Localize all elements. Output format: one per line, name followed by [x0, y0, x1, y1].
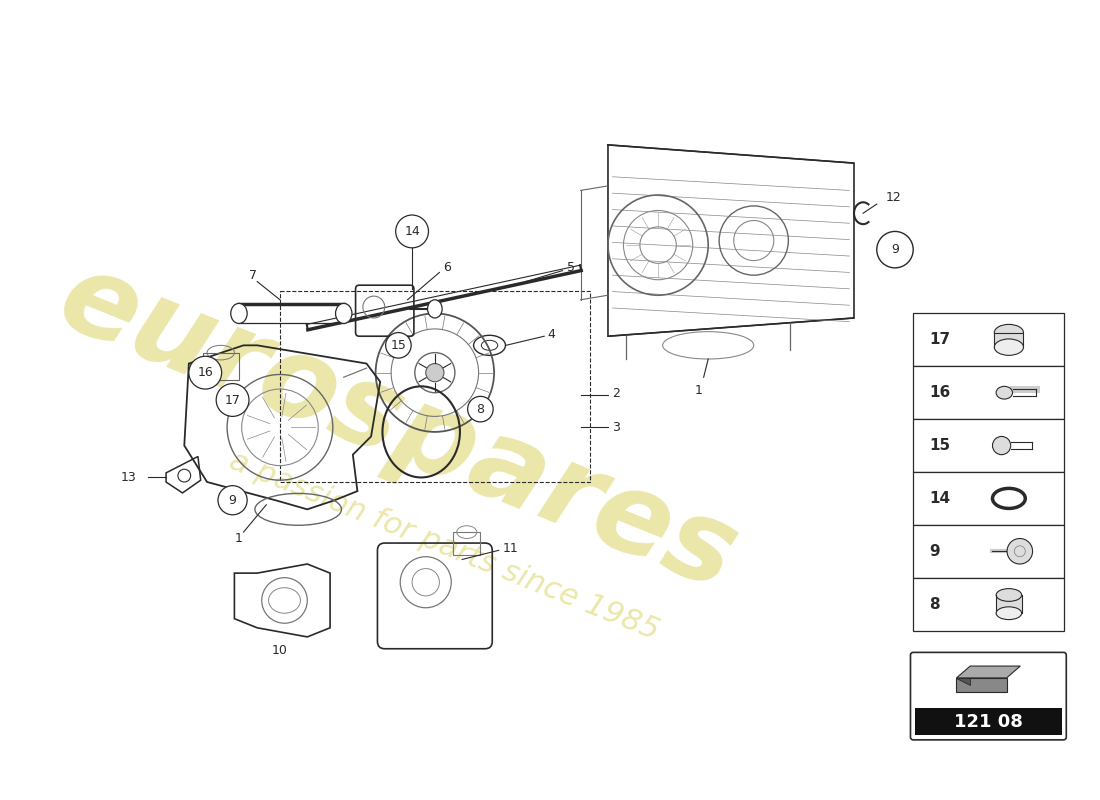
Text: 14: 14: [930, 491, 950, 506]
Circle shape: [396, 215, 429, 248]
Text: 8: 8: [930, 597, 940, 611]
Bar: [913, 314, 1064, 366]
Text: 17: 17: [930, 332, 950, 347]
Bar: [994, 333, 1023, 347]
Circle shape: [992, 437, 1011, 454]
Bar: [997, 595, 1022, 614]
Text: 121 08: 121 08: [954, 713, 1023, 730]
Bar: [913, 419, 1064, 472]
Text: 5: 5: [566, 262, 575, 274]
Polygon shape: [957, 666, 1021, 678]
Circle shape: [218, 486, 248, 515]
Text: 17: 17: [224, 394, 241, 406]
Text: 13: 13: [120, 471, 136, 484]
Polygon shape: [957, 678, 1006, 691]
Text: 4: 4: [548, 328, 556, 341]
Text: 16: 16: [930, 386, 950, 400]
Text: 9: 9: [891, 243, 899, 256]
Circle shape: [877, 231, 913, 268]
Bar: [913, 366, 1064, 419]
Bar: [913, 525, 1064, 578]
Text: 8: 8: [476, 402, 484, 416]
Circle shape: [217, 383, 249, 417]
Text: 9: 9: [229, 494, 236, 506]
FancyBboxPatch shape: [911, 652, 1066, 740]
Bar: [202, 353, 239, 380]
Ellipse shape: [999, 493, 1019, 504]
Circle shape: [426, 363, 444, 382]
Text: 15: 15: [390, 339, 406, 352]
Text: eurospares: eurospares: [44, 241, 754, 614]
Circle shape: [468, 396, 493, 422]
Circle shape: [386, 333, 411, 358]
Bar: [913, 472, 1064, 525]
Text: 15: 15: [930, 438, 950, 453]
Ellipse shape: [994, 339, 1023, 355]
Bar: [915, 708, 1062, 735]
Text: a passion for parts since 1985: a passion for parts since 1985: [224, 446, 663, 646]
Ellipse shape: [997, 607, 1022, 619]
Text: 2: 2: [613, 387, 620, 400]
Circle shape: [189, 356, 221, 389]
Ellipse shape: [997, 386, 1012, 399]
Bar: [280, 290, 590, 482]
Text: 9: 9: [930, 544, 940, 558]
Text: 10: 10: [272, 644, 288, 657]
Text: 14: 14: [404, 225, 420, 238]
Bar: [453, 532, 481, 555]
Bar: [913, 578, 1064, 630]
Text: 7: 7: [249, 269, 256, 282]
Ellipse shape: [231, 303, 248, 323]
Ellipse shape: [994, 324, 1023, 341]
Ellipse shape: [997, 589, 1022, 602]
Text: 1: 1: [695, 384, 703, 398]
Polygon shape: [957, 678, 970, 685]
Text: 6: 6: [443, 262, 451, 274]
Text: 3: 3: [613, 421, 620, 434]
Text: 11: 11: [503, 542, 518, 555]
Circle shape: [1008, 538, 1033, 564]
Text: 1: 1: [235, 532, 243, 545]
Ellipse shape: [336, 303, 352, 323]
Ellipse shape: [428, 300, 442, 318]
Text: 16: 16: [197, 366, 213, 379]
Text: 12: 12: [886, 191, 902, 204]
